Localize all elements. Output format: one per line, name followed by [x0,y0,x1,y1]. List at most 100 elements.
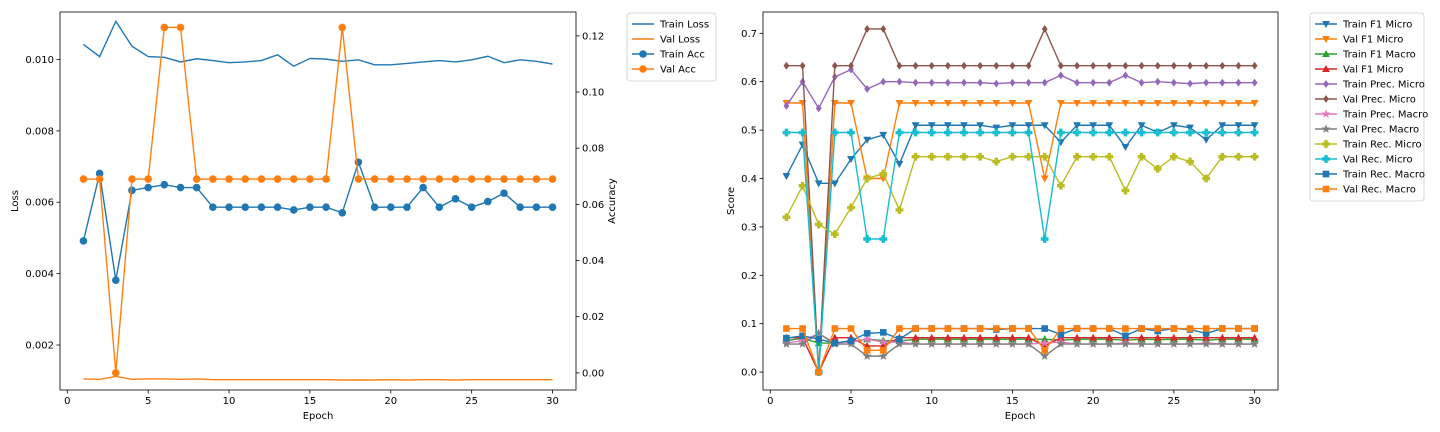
train-f1-micro-point [1040,122,1049,130]
train-prec-micro-point [1203,78,1210,87]
train-acc-point [532,203,541,211]
val-f1-micro-point [1218,99,1227,108]
legend-item-val-acc: Val Acc [632,65,696,76]
train-f1-micro-point [1073,122,1081,130]
y-tick-label: 0.2 [741,271,757,282]
train-prec-micro-point [1138,78,1145,87]
train-prec-micro-point [864,85,871,93]
y-tick-label: 0.008 [25,126,54,137]
val-acc-point [322,175,330,183]
train-rec-micro-point [1137,152,1146,161]
train-rec-micro-point [960,152,968,161]
train-acc-point [273,203,282,211]
train-acc-point [435,203,444,211]
val-f1-micro-point [1250,99,1259,108]
legend-marker [1322,155,1330,163]
train-rec-macro-point [847,337,855,344]
val-rec-micro-point [1008,128,1017,137]
train-rec-micro-point [911,152,920,161]
val-rec-micro-point [960,128,968,137]
val-prec-macro-point [991,339,1001,348]
right-chart-y-ticks: 0.0 0.1 0.2 0.3 0.4 0.5 0.6 0.7 [741,29,763,379]
train-acc-point [79,237,88,245]
right-y-tick-label: 0.10 [582,88,604,99]
val-rec-micro-point [847,128,855,137]
val-prec-macro-point [798,339,807,348]
legend-item-train-f1-micro: Train F1 Micro [1315,20,1412,31]
train-f1-micro-point [830,180,839,188]
train-rec-micro-point [943,152,952,161]
left-chart-y-axis-label: Loss [10,190,21,212]
train-rec-micro-point [927,152,936,161]
val-f1-micro-point [927,99,936,108]
legend-marker [1321,109,1331,118]
train-prec-micro-point [1025,78,1032,87]
val-prec-micro-point [1025,61,1032,70]
train-f1-micro-line [785,124,1255,185]
legend-item-train-prec-macro: Train Prec. Macro [1315,109,1428,121]
legend-label: Train Prec. Macro [1342,110,1428,121]
legend-marker [639,50,647,58]
val-prec-micro-point [1009,61,1016,70]
val-prec-micro-point [896,61,903,70]
train-prec-micro-point [1251,78,1258,87]
train-acc-point [160,180,169,189]
val-f1-micro-point [911,99,920,108]
val-f1-micro-point [847,99,855,108]
val-acc-point [241,175,250,183]
train-f1-micro-point [814,180,823,188]
val-prec-micro-point [1138,61,1145,70]
val-f1-micro-point [1105,99,1114,108]
val-rec-macro-point [863,347,871,354]
train-rec-micro-point [1089,152,1098,161]
train-rec-micro-point [992,157,1001,166]
train-prec-micro-point [1090,78,1097,87]
train-acc-point [467,203,476,211]
legend-item-val-rec-micro: Val Rec. Micro [1315,155,1413,166]
train-prec-micro-point [1106,78,1113,87]
train-f1-micro-point [927,122,936,130]
val-prec-macro-point [1201,339,1211,348]
train-prec-micro-point [1187,79,1193,88]
train-rec-micro-point [1169,152,1178,161]
x-tick-label: 10 [223,396,236,407]
train-acc-point [241,203,250,211]
val-rec-macro-point [815,368,822,376]
x-tick-label: 25 [1168,396,1181,407]
train-rec-micro-point [1073,152,1081,161]
val-prec-micro-point [864,25,871,33]
val-f1-micro-point [1089,99,1098,108]
legend-marker [1322,185,1330,193]
val-acc-point [144,175,152,183]
train-prec-micro-point [896,77,903,86]
x-tick-label: 30 [1248,396,1261,407]
train-acc-point [192,183,201,192]
val-f1-micro-point [1169,99,1178,108]
left-chart-frame [59,11,577,391]
legend-item-train-rec-micro: Train Rec. Micro [1315,140,1422,151]
val-prec-macro-point [1217,339,1227,348]
train-acc-point [451,194,460,203]
val-acc-point [273,175,282,183]
legend-marker [1322,170,1330,178]
legend-label: Train Prec. Micro [1342,80,1425,91]
train-rec-micro-point [895,206,904,214]
val-acc-point [354,175,363,183]
val-f1-micro-point [1024,99,1033,108]
legend-label: Val Acc [660,65,696,76]
train-prec-macro-point [1040,338,1050,347]
train-f1-micro-point [992,124,1001,132]
train-rec-micro-point [1056,181,1065,190]
legend-item-val-f1-micro: Val F1 Micro [1315,65,1403,76]
train-rec-micro-point [798,181,807,190]
left-chart-right-y-axis-label: Accuracy [607,178,618,224]
val-f1-micro-line [786,337,1255,374]
val-rec-macro-point [1202,325,1210,332]
val-rec-micro-point [1137,128,1146,137]
val-prec-micro-point [1251,61,1258,70]
x-tick-label: 20 [1087,396,1100,407]
loss-accuracy-chart: 0 5 10 15 20 25 30 0.002 0.004 0.006 0.008 0.010 0… [10,11,717,422]
series-val-loss [83,375,553,381]
val-rec-micro-point [1073,128,1081,137]
legend-label: Train F1 Micro [1342,20,1412,31]
